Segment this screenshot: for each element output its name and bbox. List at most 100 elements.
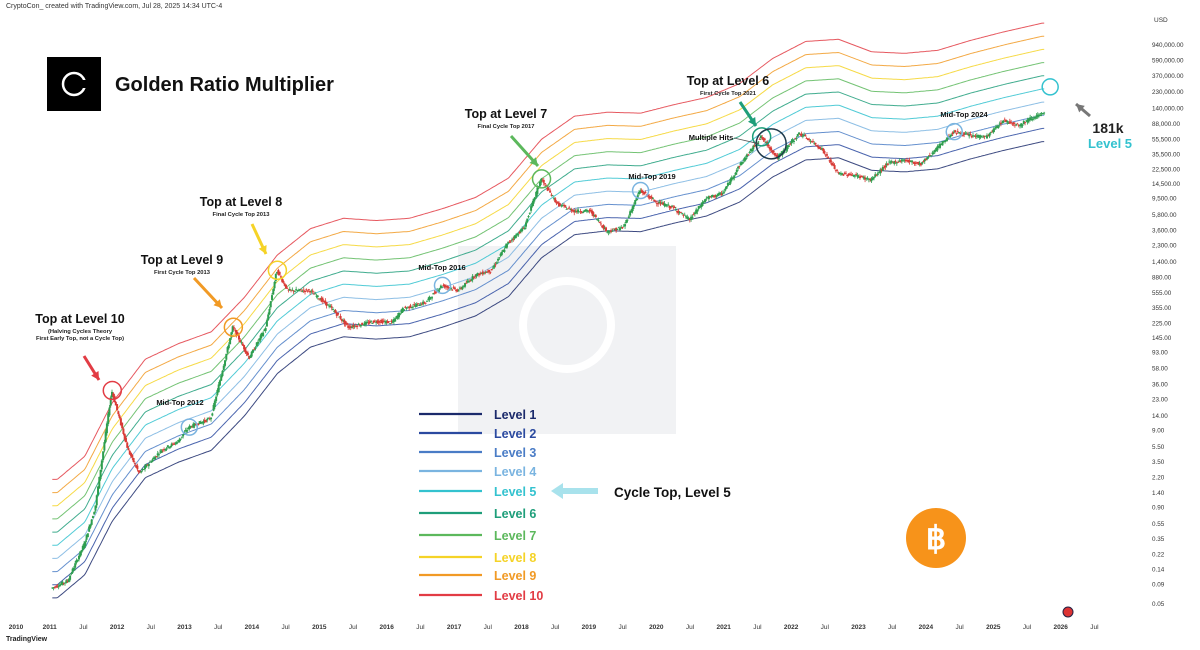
- candle-body: [527, 216, 530, 218]
- annotation-subtitle-1-0: First Cycle Top 2013: [154, 270, 211, 276]
- candle-body: [1029, 117, 1032, 121]
- candle-body: [601, 225, 604, 228]
- candle-body: [70, 573, 73, 574]
- candle-body: [1005, 119, 1008, 122]
- candle-body: [890, 161, 893, 163]
- candle-body: [517, 234, 520, 236]
- candle-body: [866, 177, 869, 179]
- candle-body: [748, 152, 751, 153]
- candle-body: [392, 319, 395, 322]
- candle-body: [126, 442, 129, 448]
- candle-body: [975, 135, 978, 137]
- candle-body: [60, 583, 63, 585]
- candle-body: [690, 216, 693, 220]
- candle-body: [170, 443, 173, 447]
- candle-body: [472, 277, 475, 278]
- candle-body: [977, 134, 980, 138]
- candle-body: [827, 157, 830, 158]
- candle-body: [758, 139, 761, 140]
- candle-body: [677, 210, 680, 213]
- candle-body: [171, 443, 174, 445]
- candle-body: [972, 135, 975, 137]
- candle-body: [316, 295, 319, 298]
- candle-body: [792, 140, 795, 142]
- candle-body: [823, 150, 826, 154]
- candle-body: [309, 291, 312, 293]
- y-tick-label-29: 1.40: [1152, 490, 1165, 497]
- candle-body: [804, 134, 807, 136]
- candle-body: [404, 306, 407, 308]
- candle-body: [936, 146, 939, 151]
- candle-body: [112, 393, 115, 397]
- y-tick-label-8: 22,500.00: [1152, 167, 1181, 174]
- candle-body: [651, 198, 654, 200]
- candle-body: [583, 210, 586, 212]
- candle-body: [610, 230, 613, 233]
- candle-body: [676, 210, 679, 213]
- candle-body: [664, 204, 667, 207]
- marker-ring-3: [531, 169, 552, 189]
- candle-body: [340, 319, 343, 321]
- candle-body: [757, 141, 760, 143]
- candle-body: [723, 191, 726, 193]
- candle-body: [549, 190, 552, 193]
- cycle-top-arrow: [551, 483, 598, 499]
- candle-body: [451, 289, 454, 291]
- candle-body: [362, 324, 365, 326]
- watermark-logo: [458, 246, 676, 434]
- candle-body: [273, 281, 276, 289]
- candle-body: [359, 324, 362, 327]
- candle-body: [1025, 120, 1028, 122]
- candle-body: [729, 178, 732, 184]
- candle-body: [203, 419, 206, 422]
- candle-body: [413, 304, 416, 306]
- candle-body: [662, 202, 665, 205]
- candle-body: [204, 420, 207, 422]
- x-tick-label-8: Jul: [281, 624, 290, 631]
- candle-body: [310, 290, 313, 292]
- candle-body: [338, 316, 341, 318]
- candle-body: [800, 133, 803, 136]
- candle-body: [885, 163, 888, 166]
- candle-body: [235, 330, 238, 336]
- annotation-2-arrow-head: [258, 245, 267, 254]
- candle-body: [897, 162, 900, 163]
- candle-body: [833, 165, 836, 169]
- candle-body: [432, 293, 435, 295]
- candle-body: [512, 239, 515, 240]
- candle-body: [366, 321, 369, 323]
- candle-body: [594, 215, 597, 217]
- candle-body: [173, 444, 176, 445]
- candle-body: [1018, 125, 1021, 127]
- candle-body: [598, 221, 601, 223]
- candle-body: [319, 299, 322, 301]
- candle-body: [378, 321, 381, 323]
- candle-body: [114, 401, 117, 406]
- y-tick-label-25: 9.00: [1152, 428, 1165, 435]
- candle-body: [423, 302, 426, 304]
- candle-body: [231, 326, 234, 333]
- candle-body: [442, 284, 445, 286]
- candle-body: [740, 161, 743, 165]
- candle-body: [912, 161, 915, 163]
- candle-body: [1021, 124, 1024, 126]
- candle-body: [373, 320, 376, 322]
- candle-body: [409, 305, 412, 308]
- candle-body: [829, 159, 832, 163]
- candle-body: [486, 271, 489, 273]
- candle-body: [889, 161, 892, 163]
- y-tick-label-4: 140,000.00: [1152, 106, 1184, 113]
- candle-body: [875, 174, 878, 176]
- candle-body: [632, 204, 635, 207]
- candle-body: [731, 177, 734, 179]
- candle-body: [272, 289, 275, 295]
- candle-body: [778, 153, 781, 156]
- y-axis-unit: USD: [1154, 17, 1168, 24]
- candle-body: [1002, 121, 1005, 123]
- x-tick-label-24: Jul: [821, 624, 830, 631]
- candle-body: [913, 162, 916, 164]
- candle-body: [507, 241, 510, 244]
- candle-body: [869, 178, 872, 180]
- candle-body: [958, 132, 961, 134]
- candle-body: [229, 338, 232, 345]
